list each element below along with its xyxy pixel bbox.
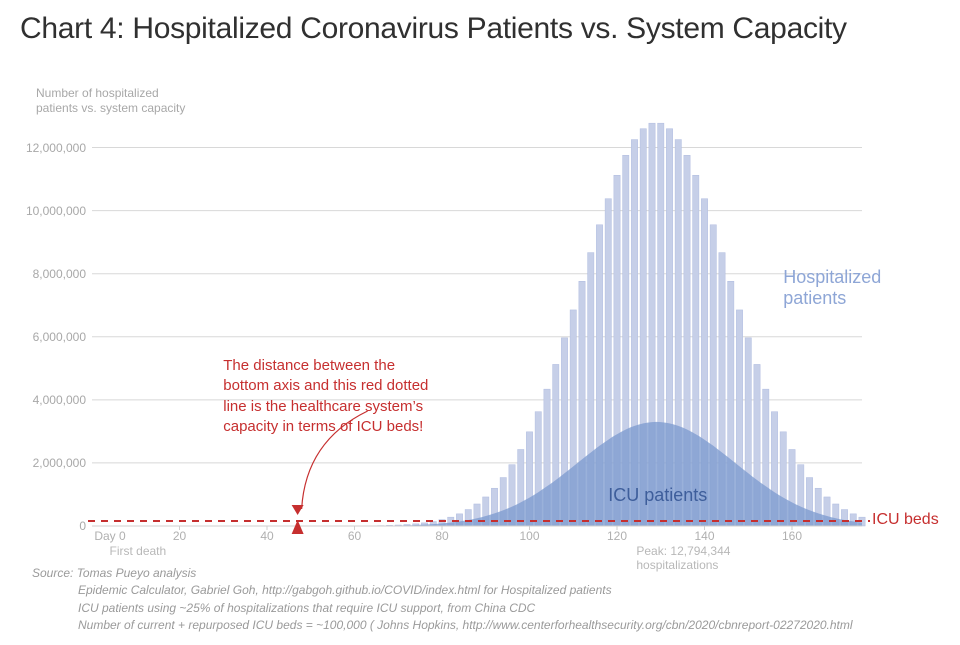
footer-line-3: ICU patients using ~25% of hospitalizati… <box>32 600 853 617</box>
y-tick-label: 6,000,000 <box>33 330 86 344</box>
x-tick-label: 160 <box>782 529 802 543</box>
footer-source: Source: Tomas Pueyo analysis Epidemic Ca… <box>32 565 853 635</box>
x-tick-label: 80 <box>435 529 448 543</box>
y-tick-label: 10,000,000 <box>26 204 86 218</box>
chart-svg <box>92 116 862 526</box>
callout-l1: The distance between the <box>223 357 395 374</box>
page: Chart 4: Hospitalized Coronavirus Patien… <box>0 0 960 645</box>
footer-line-1: Source: Tomas Pueyo analysis <box>32 566 196 580</box>
hospitalized-label-l2: patients <box>783 288 846 308</box>
chart-title: Chart 4: Hospitalized Coronavirus Patien… <box>20 12 847 46</box>
x-tick-label: 20 <box>173 529 186 543</box>
icu-beds-text: ICU beds <box>872 511 939 528</box>
chart-plot-area: 02,000,0004,000,0006,000,0008,000,00010,… <box>92 116 862 526</box>
subtitle-line-1: Number of hospitalized <box>36 86 159 100</box>
hospitalized-label: Hospitalized patients <box>783 267 881 309</box>
day0-label: Day 0 <box>94 529 125 543</box>
footer-line-4: Number of current + repurposed ICU beds … <box>32 617 853 634</box>
y-tick-label: 4,000,000 <box>33 393 86 407</box>
x-tick-label: 60 <box>348 529 361 543</box>
y-axis-subtitle: Number of hospitalized patients vs. syst… <box>36 86 185 116</box>
y-tick-label: 12,000,000 <box>26 141 86 155</box>
callout-l3: line is the healthcare system’s <box>223 398 423 415</box>
x-tick-label: 100 <box>519 529 539 543</box>
peak-label-l1: Peak: 12,794,344 <box>636 544 730 558</box>
y-tick-label: 2,000,000 <box>33 456 86 470</box>
x-tick-label: 120 <box>607 529 627 543</box>
callout-l4: capacity in terms of ICU beds! <box>223 418 423 435</box>
y-tick-label: 0 <box>79 519 86 533</box>
hospitalized-label-l1: Hospitalized <box>783 267 881 287</box>
callout-l2: bottom axis and this red dotted <box>223 377 428 394</box>
first-death-label: First death <box>110 544 167 558</box>
icu-beds-label: ICU beds <box>872 511 939 529</box>
icu-label-text: ICU patients <box>608 485 707 505</box>
icu-patients-label: ICU patients <box>608 485 707 506</box>
footer-line-2: Epidemic Calculator, Gabriel Goh, http:/… <box>32 582 853 599</box>
x-tick-label: 140 <box>694 529 714 543</box>
subtitle-line-2: patients vs. system capacity <box>36 101 185 115</box>
callout-annotation: The distance between the bottom axis and… <box>223 356 428 437</box>
x-tick-label: 40 <box>260 529 273 543</box>
y-tick-label: 8,000,000 <box>33 267 86 281</box>
